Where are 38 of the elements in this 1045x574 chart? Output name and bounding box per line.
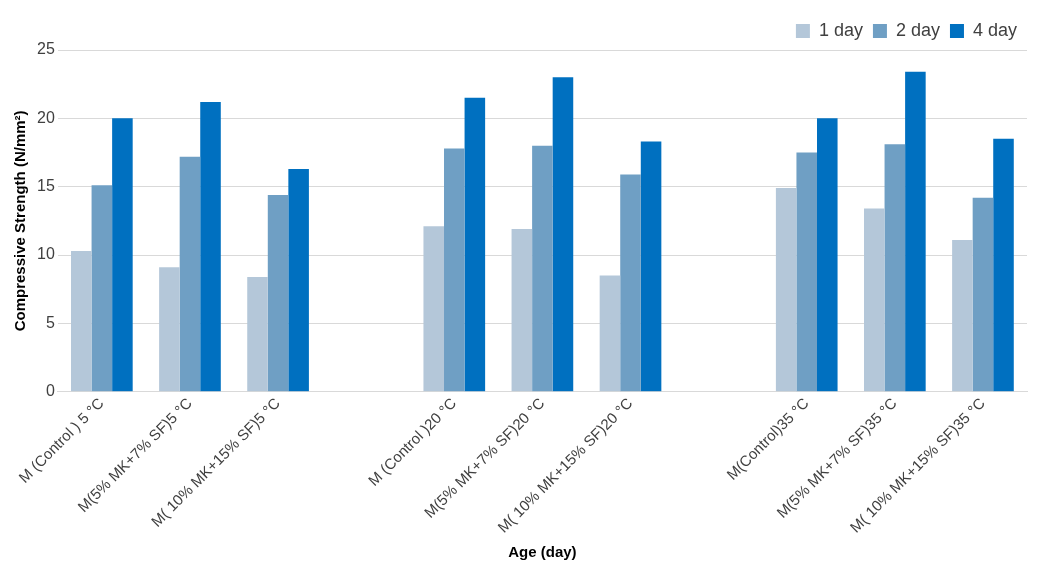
bar	[423, 226, 445, 392]
bar	[905, 71, 926, 392]
bar	[884, 144, 906, 392]
bar	[620, 174, 641, 392]
y-axis-title: Compressive Strength (N/mm²)	[11, 110, 29, 332]
bar	[640, 141, 662, 392]
bar	[91, 185, 113, 392]
y-tick-label: 10	[37, 245, 55, 263]
bar	[247, 276, 268, 392]
bar	[972, 197, 994, 392]
bar	[552, 77, 574, 392]
y-tick-label: 15	[37, 177, 55, 195]
bar	[179, 156, 201, 392]
y-tick-label: 5	[45, 313, 55, 331]
bar	[817, 118, 838, 392]
bar	[952, 240, 973, 392]
bar	[775, 188, 797, 392]
bar	[71, 250, 92, 392]
y-tick-label: 0	[45, 382, 55, 400]
bar	[112, 118, 133, 392]
bar	[864, 208, 885, 392]
bar	[159, 267, 180, 392]
bar	[464, 97, 486, 392]
bar	[796, 152, 818, 392]
bar	[200, 101, 221, 392]
bar	[288, 168, 309, 392]
legend-label: 2 day	[895, 19, 940, 40]
legend-label: 1 day	[818, 19, 863, 40]
bar	[993, 138, 1014, 392]
x-axis-title: Age (day)	[508, 543, 577, 561]
y-tick-label: 20	[37, 108, 55, 126]
bar	[444, 148, 465, 392]
bar	[267, 194, 289, 392]
y-tick-label: 25	[37, 40, 55, 58]
bar	[532, 145, 553, 392]
legend-label: 4 day	[972, 19, 1018, 40]
bar	[599, 275, 621, 392]
bar	[511, 229, 533, 392]
